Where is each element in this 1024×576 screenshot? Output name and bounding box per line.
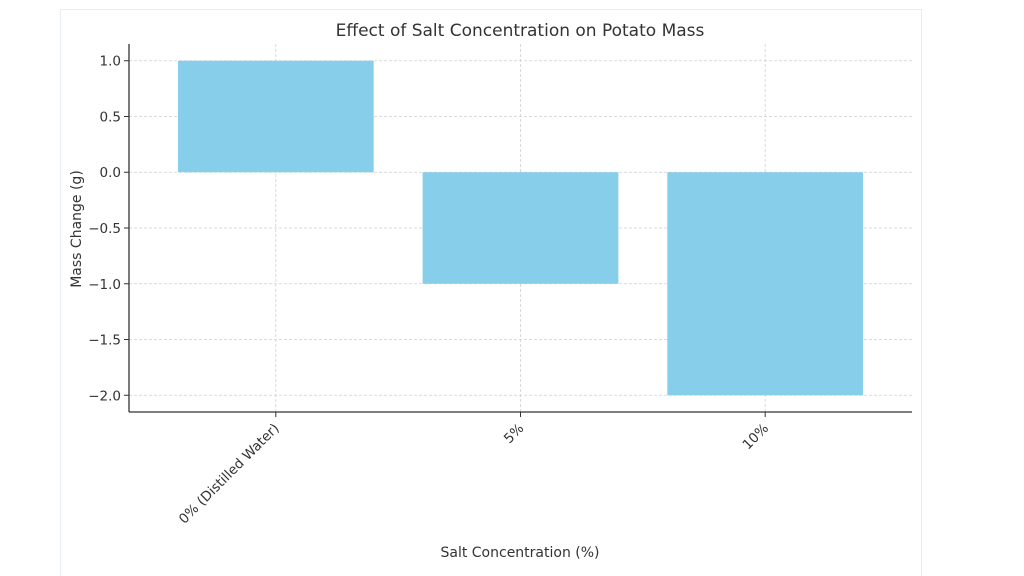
y-tick-label: −1.5: [88, 333, 121, 349]
x-tick-label: 5%: [501, 420, 528, 447]
y-tick-label: −0.5: [88, 221, 121, 237]
y-tick-label: −2.0: [88, 388, 121, 404]
y-tick-label: −1.0: [88, 277, 121, 293]
y-ticks: 1.0 0.5 0.0 −0.5 −1.0 −1.5 −2.0: [88, 54, 129, 404]
x-tick-label: 0% (Distilled Water): [176, 421, 283, 528]
y-tick-label: 0.5: [100, 109, 121, 125]
bar-2: [667, 172, 864, 396]
y-axis-label: Mass Change (g): [69, 170, 85, 288]
chart-title: Effect of Salt Concentration on Potato M…: [336, 21, 705, 41]
x-tick-label: 10%: [739, 420, 772, 453]
bar-1: [422, 172, 619, 284]
y-tick-label: 1.0: [100, 54, 121, 70]
chart-frame: [60, 9, 922, 576]
bars: [177, 60, 864, 396]
y-tick-label: 0.0: [100, 165, 121, 181]
x-ticks: 0% (Distilled Water) 5% 10%: [176, 412, 772, 527]
bar-0: [177, 60, 374, 173]
x-axis-label: Salt Concentration (%): [440, 545, 599, 561]
